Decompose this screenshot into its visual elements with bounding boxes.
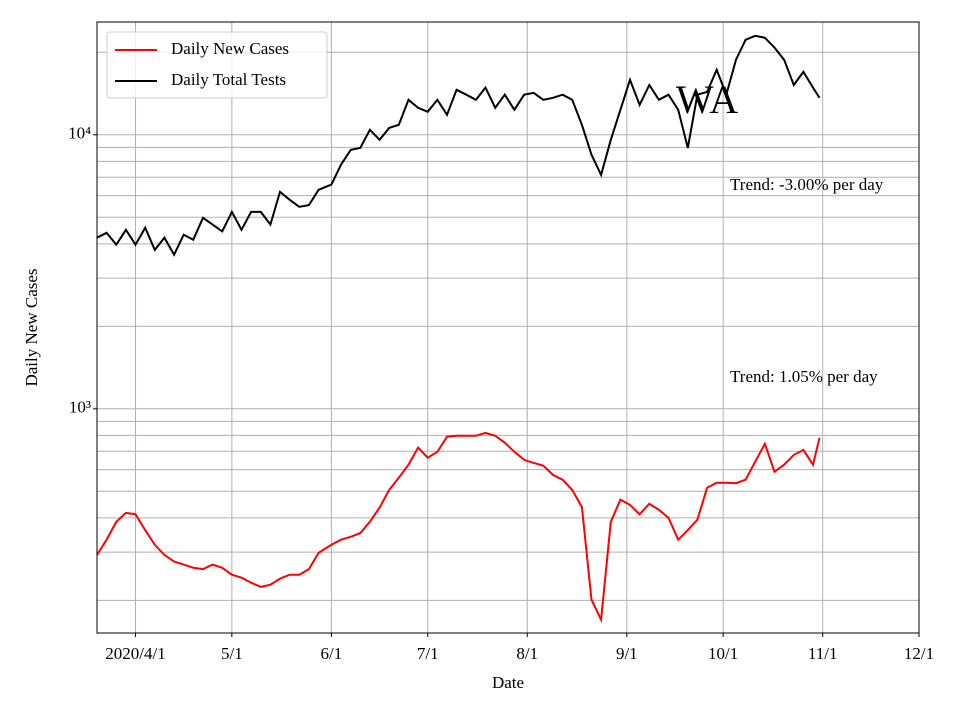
x-tick-label: 5/1	[221, 644, 243, 663]
x-tick-label: 8/1	[516, 644, 538, 663]
y-tick-label: 10⁴	[68, 124, 91, 143]
annotation: WA	[676, 77, 738, 122]
x-tick-label: 11/1	[808, 644, 838, 663]
annotation: Trend: 1.05% per day	[730, 367, 878, 386]
legend: Daily New Cases Daily Total Tests	[106, 31, 328, 99]
x-tick-label: 7/1	[417, 644, 439, 663]
x-tick-label: 12/1	[904, 644, 934, 663]
series-line	[96, 431, 821, 624]
x-tick-label: 10/1	[708, 644, 738, 663]
series-line	[96, 34, 821, 257]
x-tick-label: 2020/4/1	[105, 644, 165, 663]
legend-box	[106, 31, 328, 99]
legend-label: Daily New Cases	[171, 39, 289, 58]
y-tick-label: 10³	[69, 398, 91, 417]
x-axis-label: Date	[492, 673, 524, 692]
x-tick-label: 9/1	[616, 644, 638, 663]
annotation: Trend: -3.00% per day	[730, 175, 884, 194]
x-tick-label: 6/1	[321, 644, 343, 663]
plot-frame	[96, 21, 920, 634]
y-axis-label: Daily New Cases	[22, 268, 41, 386]
legend-label: Daily Total Tests	[171, 70, 286, 89]
plot-background	[97, 22, 919, 633]
